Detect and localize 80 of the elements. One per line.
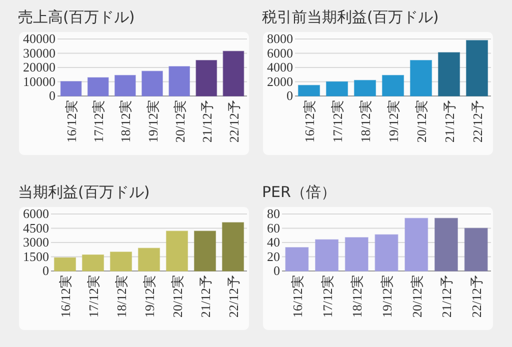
x-tick-label: 22/12予 [226, 100, 242, 143]
y-tick-label: 0 [274, 263, 280, 278]
bar [142, 70, 163, 96]
x-tick-label: 21/12予 [439, 275, 454, 318]
x-tick-label: 19/12実 [386, 100, 401, 143]
x-tick-label: 21/12予 [442, 100, 457, 143]
bar [466, 40, 488, 96]
y-tick-label: 6000 [23, 206, 49, 221]
x-tick-label: 21/12予 [198, 275, 213, 318]
chart-title: 当期利益(百万ドル) [18, 183, 150, 201]
bar [326, 81, 348, 96]
chart-title: PER（倍） [262, 183, 336, 201]
x-tick-label: 19/12実 [145, 100, 160, 143]
bar [410, 60, 432, 96]
x-tick-label: 19/12実 [380, 275, 394, 318]
x-tick-label: 17/12実 [91, 100, 106, 143]
bar [196, 60, 218, 96]
y-tick-label: 8000 [267, 31, 293, 46]
x-tick-label: 16/12実 [302, 100, 317, 143]
chart-title: 税引前当期利益(百万ドル) [262, 8, 439, 26]
x-tick-label: 16/12実 [58, 275, 73, 318]
y-tick-label: 30000 [23, 45, 56, 60]
x-tick-label: 18/12実 [358, 100, 373, 143]
bar [315, 239, 339, 272]
x-tick-label: 20/12実 [172, 100, 188, 143]
y-tick-label: 4500 [23, 220, 49, 236]
y-tick-label: 0 [286, 88, 293, 103]
y-tick-label: 60 [267, 220, 280, 236]
bar [110, 252, 132, 272]
chart-title: 売上高(百万ドル) [18, 8, 135, 26]
bar [82, 254, 104, 272]
x-tick-label: 22/12予 [470, 100, 485, 143]
bar [138, 248, 160, 272]
x-tick-label: 18/12実 [114, 275, 129, 318]
y-tick-label: 40000 [23, 31, 56, 46]
bar [374, 234, 398, 272]
x-tick-label: 17/12実 [86, 275, 101, 318]
bar [222, 50, 244, 96]
x-tick-label: 17/12実 [320, 275, 335, 318]
bar [166, 230, 188, 272]
y-tick-label: 0 [49, 88, 56, 103]
y-tick-label: 20000 [23, 60, 56, 74]
bar [344, 237, 368, 272]
x-tick-label: 20/12実 [170, 275, 185, 318]
bar [168, 66, 190, 96]
x-tick-label: 20/12実 [409, 275, 424, 318]
bar [114, 74, 136, 96]
bar [404, 218, 428, 272]
y-tick-label: 20 [267, 248, 280, 264]
y-tick-label: 1500 [23, 248, 49, 264]
y-tick-label: 4000 [267, 60, 293, 74]
bar [60, 81, 82, 96]
y-tick-label: 6000 [267, 45, 293, 60]
y-tick-label: 2000 [267, 74, 293, 89]
bar [54, 257, 76, 272]
y-tick-label: 10000 [23, 74, 56, 89]
y-tick-label: 80 [267, 206, 280, 221]
bar [87, 77, 109, 96]
x-tick-label: 17/12実 [330, 100, 345, 143]
bar [298, 84, 320, 96]
y-tick-label: 3000 [23, 234, 49, 250]
bar [222, 222, 244, 272]
x-tick-label: 21/12予 [199, 100, 214, 143]
x-tick-label: 18/12実 [350, 275, 365, 318]
y-tick-label: 40 [267, 234, 280, 250]
bar [354, 80, 376, 96]
x-tick-label: 16/12実 [64, 100, 80, 143]
bar [194, 230, 216, 272]
x-tick-label: 20/12実 [414, 100, 429, 143]
x-tick-label: 16/12実 [290, 275, 305, 318]
x-tick-label: 19/12実 [142, 275, 157, 318]
x-tick-label: 22/12予 [469, 275, 484, 318]
bar [382, 74, 404, 96]
x-tick-label: 18/12実 [118, 100, 134, 143]
bar [464, 228, 488, 272]
bar [434, 218, 458, 272]
bar [438, 52, 460, 96]
x-tick-label: 22/12予 [226, 275, 241, 318]
y-tick-label: 0 [42, 263, 49, 278]
bar [285, 247, 309, 272]
